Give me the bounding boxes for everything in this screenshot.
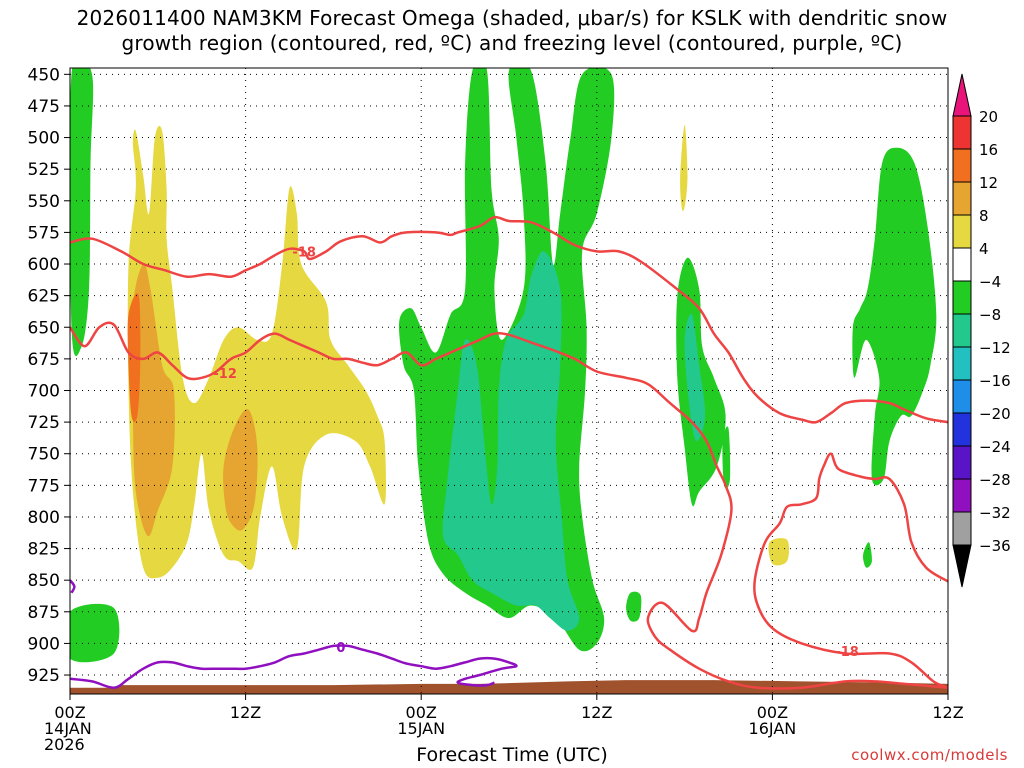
colorbar-label-4: 4 <box>979 240 989 258</box>
omega-region-11 <box>722 426 731 489</box>
x-tick-label-48-0: 00Z <box>757 703 788 722</box>
y-tick-label-775: 775 <box>28 476 60 496</box>
freezing-contour-0 <box>70 644 518 689</box>
y-tick-label-600: 600 <box>28 255 60 275</box>
colorbar-cell-0 <box>952 115 972 150</box>
chart-title-line-1: 2026011400 NAM3KM Forecast Omega (shaded… <box>76 6 948 30</box>
ground-terrain <box>70 680 948 694</box>
colorbar-cell-6 <box>952 313 972 348</box>
dgz-contour-1 <box>70 321 948 690</box>
y-tick-label-750: 750 <box>28 445 60 465</box>
y-tick-label-500: 500 <box>28 129 60 149</box>
x-tick-label-48-1: 16JAN <box>749 719 797 738</box>
colorbar-cell-8 <box>952 379 972 414</box>
chart-title-line-2: growth region (contoured, red, ºC) and f… <box>121 31 903 55</box>
x-tick-label-0-1: 14JAN <box>44 719 92 738</box>
y-tick-label-925: 925 <box>28 666 60 686</box>
omega-region-4 <box>223 408 258 531</box>
y-tick-label-725: 725 <box>28 413 60 433</box>
colorbar-label-8: −16 <box>979 372 1011 390</box>
colorbar-label-9: −20 <box>979 405 1011 423</box>
x-tick-label-60-0: 12Z <box>932 703 963 722</box>
colorbar-label-10: −24 <box>979 438 1011 456</box>
x-tick-label-24-0: 00Z <box>406 703 437 722</box>
omega-region-3 <box>132 263 175 537</box>
plot-frame <box>69 67 949 695</box>
colorbar-label-13: −36 <box>979 537 1011 555</box>
omega-region-15 <box>768 538 790 566</box>
colorbar-cell-1 <box>952 148 972 183</box>
y-tick-label-450: 450 <box>28 65 60 85</box>
omega-region-2 <box>127 125 387 579</box>
colorbar-cell-2 <box>952 181 972 216</box>
dgz-contour-0 <box>70 215 948 424</box>
freezing-contour-1 <box>70 579 76 594</box>
colorbar-label-11: −28 <box>979 471 1011 489</box>
y-tick-label-900: 900 <box>28 634 60 654</box>
colorbar-label-0: 20 <box>979 108 998 126</box>
omega-region-0 <box>70 68 94 356</box>
colorbar-cell-4 <box>952 247 972 282</box>
dgz-contour-label-1: -12 <box>213 367 237 382</box>
y-tick-label-650: 650 <box>28 318 60 338</box>
x-tick-label-12-0: 12Z <box>230 703 261 722</box>
colorbar-cell-12 <box>952 511 972 546</box>
y-tick-label-850: 850 <box>28 571 60 591</box>
x-tick-label-0-0: 00Z <box>54 703 85 722</box>
y-tick-label-675: 675 <box>28 350 60 370</box>
colorbar-label-5: −4 <box>979 273 1001 291</box>
y-tick-label-700: 700 <box>28 381 60 401</box>
colorbar-label-1: 16 <box>979 141 998 159</box>
x-axis-title: Forecast Time (UTC) <box>416 744 608 766</box>
colorbar-cell-11 <box>952 478 972 513</box>
colorbar-cell-7 <box>952 346 972 381</box>
y-tick-label-525: 525 <box>28 160 60 180</box>
colorbar-cell-5 <box>952 280 972 315</box>
colorbar-label-2: 12 <box>979 174 998 192</box>
x-tick-label-36-0: 12Z <box>581 703 612 722</box>
dgz-contour-label-0: -18 <box>292 245 316 260</box>
colorbar-bottom-triangle <box>952 544 972 588</box>
omega-region-12 <box>852 147 937 486</box>
x-tick-label-0-2: 2026 <box>44 735 85 754</box>
y-tick-label-575: 575 <box>28 223 60 243</box>
omega-region-14 <box>680 124 688 212</box>
colorbar-label-7: −12 <box>979 339 1011 357</box>
freezing-contour-label-0: 0 <box>336 641 345 656</box>
dgz-contour-2 <box>753 452 948 689</box>
colorbar-cell-3 <box>952 214 972 249</box>
y-tick-label-825: 825 <box>28 540 60 560</box>
y-tick-label-800: 800 <box>28 508 60 528</box>
y-tick-label-875: 875 <box>28 603 60 623</box>
colorbar-top-triangle <box>952 73 972 117</box>
y-tick-label-625: 625 <box>28 287 60 307</box>
omega-region-13 <box>863 542 872 568</box>
colorbar-cell-9 <box>952 412 972 447</box>
dgz-contour-label-2: -18 <box>835 645 859 660</box>
credit-text: coolwx.com/models <box>851 746 1008 764</box>
omega-region-1 <box>70 603 120 663</box>
colorbar-label-6: −8 <box>979 306 1001 324</box>
y-tick-label-550: 550 <box>28 192 60 212</box>
colorbar-cell-10 <box>952 445 972 480</box>
x-tick-label-24-1: 15JAN <box>397 719 445 738</box>
omega-region-10 <box>684 313 706 442</box>
omega-region-8 <box>626 591 642 622</box>
y-tick-label-475: 475 <box>28 97 60 117</box>
colorbar-label-3: 8 <box>979 207 989 225</box>
colorbar-label-12: −32 <box>979 504 1011 522</box>
